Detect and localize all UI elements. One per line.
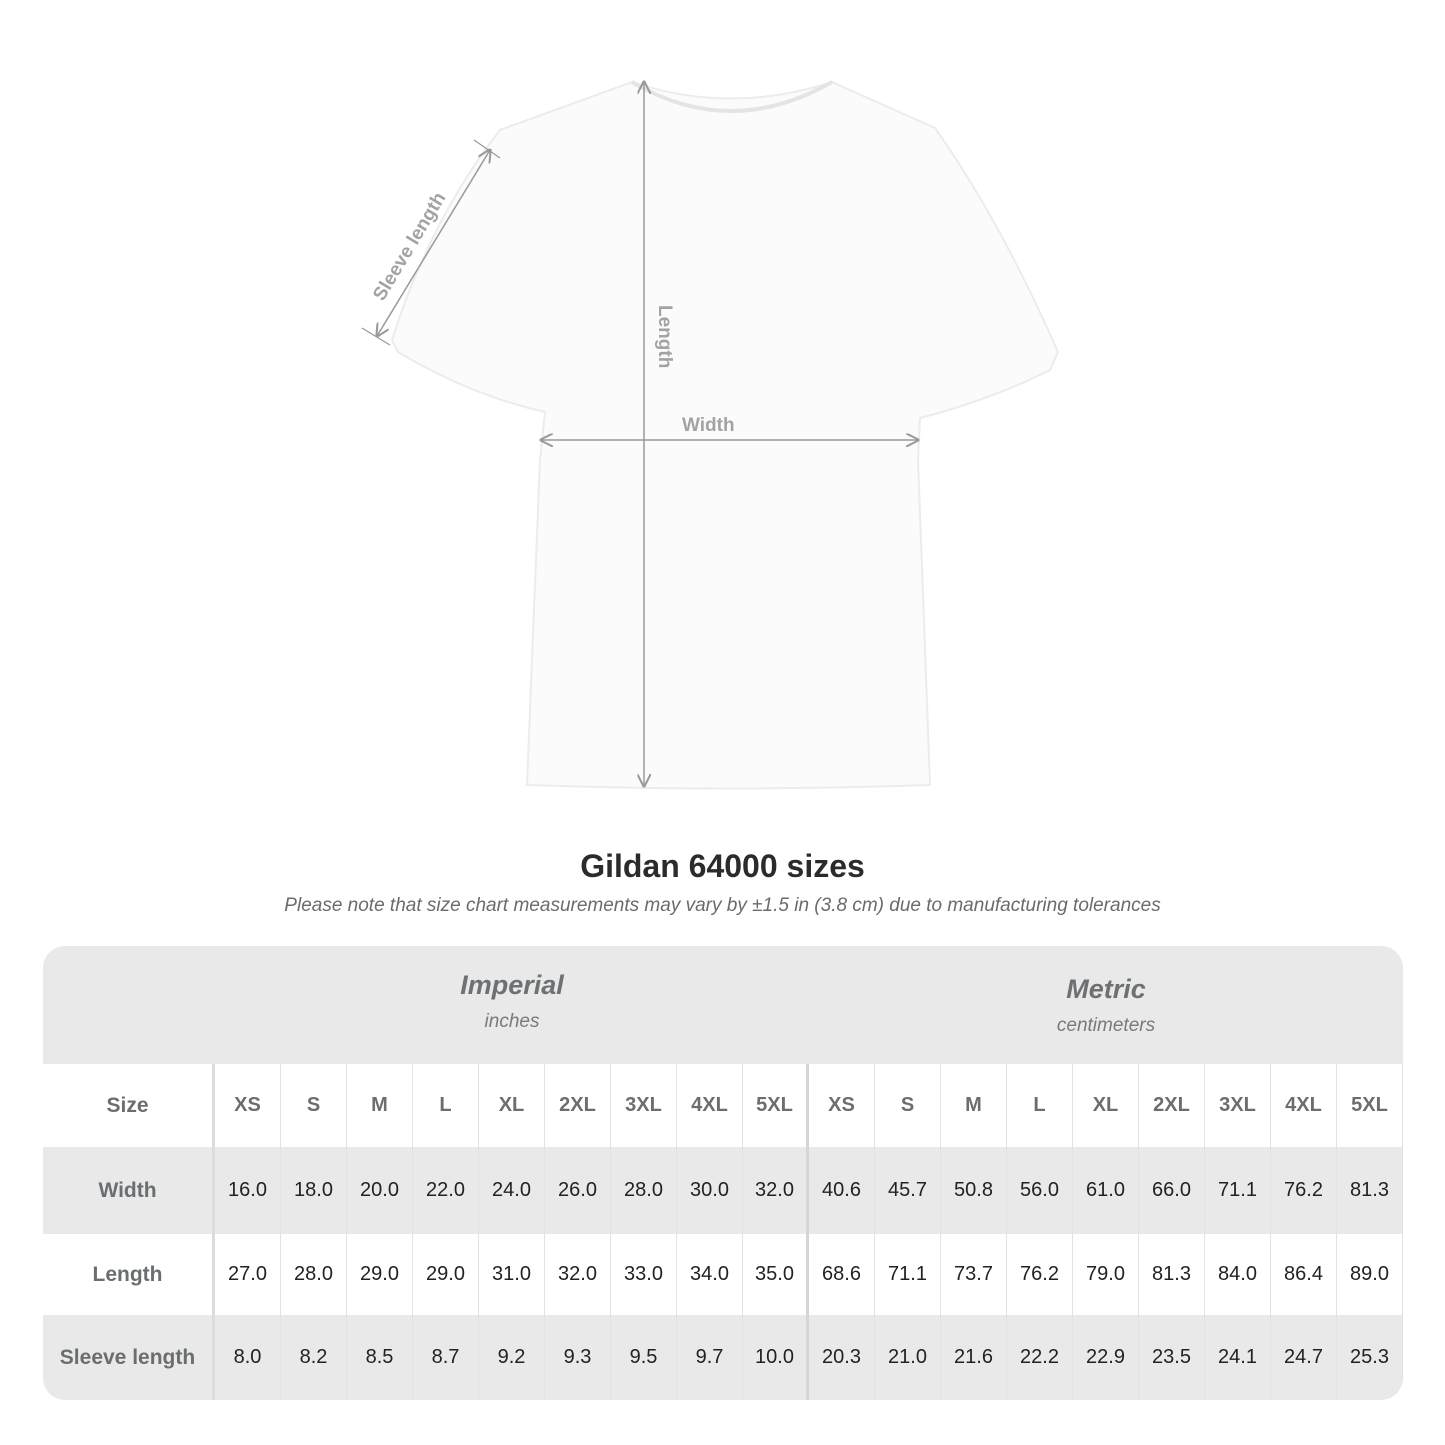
metric-cell: 71.1 [875,1234,941,1315]
imperial-cell: 9.2 [479,1315,545,1400]
metric-cell: XL [1073,1064,1139,1147]
metric-cell: 25.3 [1337,1315,1403,1400]
metric-cell: 21.0 [875,1315,941,1400]
metric-cell: 84.0 [1205,1234,1271,1315]
imperial-cell: 22.0 [413,1147,479,1234]
metric-cell: L [1007,1064,1073,1147]
tolerance-note: Please note that size chart measurements… [284,895,1161,916]
imperial-cell: 26.0 [545,1147,611,1234]
imperial-cell: M [347,1064,413,1147]
metric-cell: S [875,1064,941,1147]
imperial-cell: 32.0 [743,1147,809,1234]
imperial-cell: XS [215,1064,281,1147]
row-label: Width [43,1147,215,1234]
metric-cell: 20.3 [809,1315,875,1400]
imperial-cell: 8.0 [215,1315,281,1400]
imperial-cell: 9.7 [677,1315,743,1400]
metric-cell: 56.0 [1007,1147,1073,1234]
table-row: Size XS S M L XL 2XL 3XL 4XL 5XL XS S M L XL 2XL 3XL 4XL 5… [43,1064,1403,1147]
imperial-cell: 24.0 [479,1147,545,1234]
imperial-cell: 31.0 [479,1234,545,1315]
imperial-cell: 29.0 [347,1234,413,1315]
metric-cell: 71.1 [1205,1147,1271,1234]
metric-cell: 86.4 [1271,1234,1337,1315]
imperial-cell: 8.5 [347,1315,413,1400]
metric-cell: 23.5 [1139,1315,1205,1400]
imperial-cell: 29.0 [413,1234,479,1315]
length-label: Length [654,305,675,368]
metric-cell: 2XL [1139,1064,1205,1147]
imperial-cell: 10.0 [743,1315,809,1400]
metric-cell: 24.7 [1271,1315,1337,1400]
imperial-header: Imperial inches [460,970,564,1032]
metric-cell: 50.8 [941,1147,1007,1234]
imperial-cell: 16.0 [215,1147,281,1234]
metric-cell: 79.0 [1073,1234,1139,1315]
metric-cell: 21.6 [941,1315,1007,1400]
metric-cell: M [941,1064,1007,1147]
imperial-cell: 33.0 [611,1234,677,1315]
metric-cell: 45.7 [875,1147,941,1234]
metric-cell: 5XL [1337,1064,1403,1147]
metric-cell: 76.2 [1271,1147,1337,1234]
metric-cell: 89.0 [1337,1234,1403,1315]
imperial-cell: 9.5 [611,1315,677,1400]
metric-header: Metric centimeters [1056,974,1156,1036]
row-label: Length [43,1234,215,1315]
imperial-cell: 28.0 [611,1147,677,1234]
imperial-cell: S [281,1064,347,1147]
metric-cell: 22.2 [1007,1315,1073,1400]
metric-cell: 22.9 [1073,1315,1139,1400]
metric-cell: 81.3 [1337,1147,1403,1234]
row-label: Size [43,1064,215,1147]
table-row: Width 16.0 18.0 20.0 22.0 24.0 26.0 28.0 30.0 32.… [43,1147,1403,1234]
metric-cell: 61.0 [1073,1147,1139,1234]
metric-cell: 73.7 [941,1234,1007,1315]
metric-cell: 24.1 [1205,1315,1271,1400]
table-row: Sleeve length 8.0 8.2 8.5 8.7 9.2 9.3 9.5 9.7 10.… [43,1315,1403,1400]
imperial-cell: 2XL [545,1064,611,1147]
imperial-cell: 30.0 [677,1147,743,1234]
imperial-cell: 20.0 [347,1147,413,1234]
table-row: Length 27.0 28.0 29.0 29.0 31.0 32.0 33.0 34.0 35… [43,1234,1403,1315]
tshirt-diagram: Sleeve length Length Width [361,80,1060,790]
metric-cell: 4XL [1271,1064,1337,1147]
metric-cell: 68.6 [809,1234,875,1315]
page-title: Gildan 64000 sizes [580,848,865,884]
metric-cell: 3XL [1205,1064,1271,1147]
metric-cell: 40.6 [809,1147,875,1234]
row-label: Sleeve length [43,1315,215,1400]
imperial-cell: 4XL [677,1064,743,1147]
imperial-cell: 35.0 [743,1234,809,1315]
width-label: Width [682,415,735,436]
imperial-cell: 27.0 [215,1234,281,1315]
imperial-cell: L [413,1064,479,1147]
imperial-cell: 28.0 [281,1234,347,1315]
imperial-cell: 18.0 [281,1147,347,1234]
imperial-cell: 34.0 [677,1234,743,1315]
imperial-cell: 32.0 [545,1234,611,1315]
imperial-cell: 5XL [743,1064,809,1147]
imperial-cell: 8.2 [281,1315,347,1400]
imperial-cell: 3XL [611,1064,677,1147]
size-table: Imperial inches Metric centimeters Size X… [43,946,1403,1400]
imperial-cell: 8.7 [413,1315,479,1400]
imperial-cell: XL [479,1064,545,1147]
metric-cell: XS [809,1064,875,1147]
metric-cell: 81.3 [1139,1234,1205,1315]
metric-cell: 66.0 [1139,1147,1205,1234]
imperial-cell: 9.3 [545,1315,611,1400]
sleeve-arrow [377,150,490,336]
metric-cell: 76.2 [1007,1234,1073,1315]
